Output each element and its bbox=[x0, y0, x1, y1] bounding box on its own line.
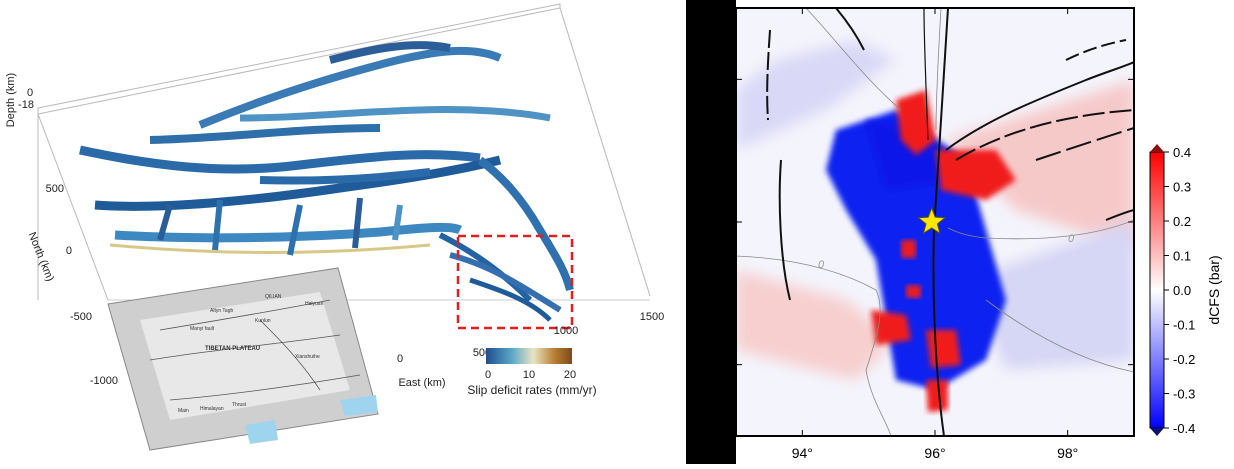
inset-label: Manyi fault bbox=[190, 326, 215, 332]
fault-trace bbox=[352, 197, 363, 249]
north-tick: 0 bbox=[66, 245, 72, 257]
coulomb-stress-panel: 0 0 94° 96° 98° 20° 22° 24° bbox=[686, 0, 1234, 464]
depth-tick: 0 bbox=[27, 87, 33, 99]
fault-trace bbox=[449, 252, 562, 313]
colorbar-tick-label: -0.1 bbox=[1173, 318, 1195, 333]
fault-trace bbox=[114, 222, 463, 243]
fault-traces bbox=[79, 41, 574, 322]
north-tick: 500 bbox=[46, 183, 64, 195]
colorbar-bottom-arrow bbox=[1150, 428, 1164, 436]
dcfs-heatmap: 0 0 94° 96° 98° 20° 22° 24° bbox=[709, 7, 1222, 461]
fault-trace bbox=[438, 232, 533, 303]
inset-label: TIBETAN PLATEAU bbox=[205, 346, 260, 352]
fault-trace bbox=[287, 204, 303, 256]
depth-axis-label: Depth (km) bbox=[5, 73, 17, 127]
stress-field bbox=[736, 40, 1134, 412]
fault-trace bbox=[259, 168, 431, 185]
colorbar-top-arrow bbox=[1150, 144, 1164, 152]
east-tick: 1500 bbox=[640, 311, 664, 323]
zero-contours bbox=[736, 8, 1134, 436]
fault-trace bbox=[79, 145, 481, 174]
fault-trace bbox=[94, 155, 502, 211]
x-tick-label: 96° bbox=[924, 445, 945, 461]
fault-trace bbox=[469, 277, 552, 322]
fault-slip-panel: TIBETAN PLATEAU QILIAN Haiyuan Kunlun Xi… bbox=[5, 3, 665, 451]
east-tick: 1000 bbox=[554, 325, 578, 337]
inset-label: Himalayan bbox=[200, 406, 224, 412]
colorbar-tick-label: 0.3 bbox=[1173, 180, 1191, 195]
y-tick-label: 20° bbox=[709, 357, 730, 373]
y-tick-label: 24° bbox=[709, 71, 730, 87]
slip-colorbar-tick: 10 bbox=[523, 369, 535, 381]
x-tick-label: 98° bbox=[1057, 445, 1078, 461]
panel-divider bbox=[686, 0, 736, 464]
north-axis-label: North (km) bbox=[25, 231, 56, 284]
colorbar-ticks: 0.4 0.3 0.2 0.1 0.0 -0.1 -0.2 -0.3 -0.4 bbox=[1164, 145, 1195, 436]
north-tick: -1000 bbox=[90, 375, 118, 387]
slip-colorbar-label: Slip deficit rates (mm/yr) bbox=[467, 383, 596, 397]
inset-label: Altyn Tagh bbox=[210, 308, 233, 314]
fault-trace bbox=[157, 204, 173, 241]
fault-trace bbox=[149, 124, 381, 144]
colorbar-tick-label: 0.4 bbox=[1173, 145, 1191, 160]
east-axis-label: East (km) bbox=[398, 377, 445, 389]
contour-label: 0 bbox=[818, 259, 825, 271]
dcfs-colorbar-label: dCFS (bar) bbox=[1206, 255, 1222, 324]
highlight-box bbox=[456, 234, 574, 330]
x-tick-label: 94° bbox=[792, 445, 813, 461]
fault-trace bbox=[198, 46, 502, 129]
inset-label: Main bbox=[178, 408, 189, 414]
inset-label: Thrust bbox=[232, 402, 247, 408]
depth-tick: -18 bbox=[18, 99, 34, 111]
slip-colorbar-tick: 0 bbox=[485, 369, 491, 381]
y-tick-label: 22° bbox=[709, 214, 730, 230]
slip-colorbar bbox=[486, 348, 572, 364]
inset-label: Kunlun bbox=[255, 318, 271, 324]
slip-colorbar-tick: 20 bbox=[564, 369, 576, 381]
colorbar-tick-label: 0.2 bbox=[1173, 214, 1191, 229]
inset-map: TIBETAN PLATEAU QILIAN Haiyuan Kunlun Xi… bbox=[107, 267, 379, 451]
epicenter-star bbox=[917, 206, 947, 235]
fault-trace bbox=[239, 105, 551, 122]
north-tick: -500 bbox=[70, 311, 92, 323]
inset-label: QILIAN bbox=[265, 294, 282, 300]
fault-slip-3d-plot: TIBETAN PLATEAU QILIAN Haiyuan Kunlun Xi… bbox=[5, 3, 664, 451]
east-tick: 0 bbox=[397, 353, 403, 365]
colorbar-tick-label: -0.2 bbox=[1173, 352, 1195, 367]
contour-label: 0 bbox=[1068, 233, 1075, 245]
fault-trace bbox=[212, 199, 223, 251]
colorbar-tick-label: 0.1 bbox=[1173, 249, 1191, 264]
colorbar-tick-label: -0.3 bbox=[1173, 387, 1195, 402]
colorbar-tick-label: 0.0 bbox=[1173, 283, 1191, 298]
fault-trace bbox=[392, 204, 403, 241]
fault-trace bbox=[109, 243, 431, 254]
colorbar-tick-label: -0.4 bbox=[1173, 421, 1195, 436]
map-ticks bbox=[736, 8, 1134, 436]
inset-label: Xianshuihe bbox=[295, 354, 320, 360]
dcfs-colorbar bbox=[1149, 151, 1165, 429]
fault-trace bbox=[329, 41, 451, 64]
fault-trace bbox=[477, 156, 574, 292]
inset-label: Haiyuan bbox=[305, 301, 324, 307]
